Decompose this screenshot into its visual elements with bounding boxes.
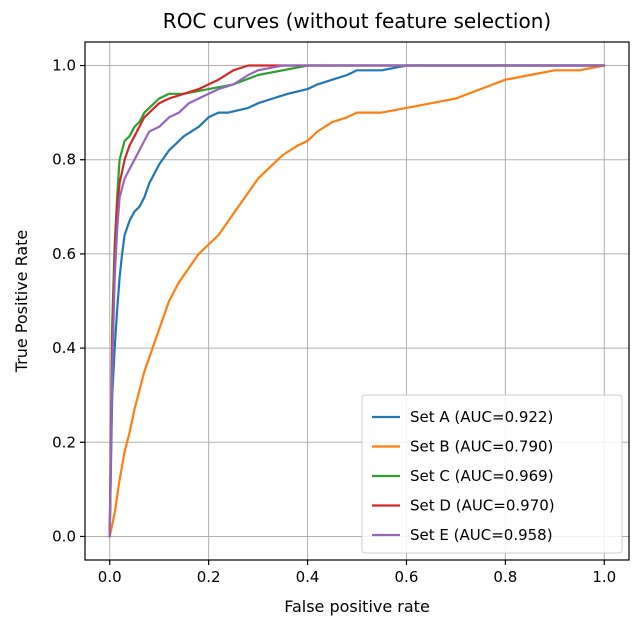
y-tick-label: 0.4 (52, 339, 76, 357)
x-tick-label: 0.2 (197, 568, 221, 586)
legend: Set A (AUC=0.922) Set B (AUC=0.790) Set C … (361, 394, 623, 554)
x-tick-label: 0.6 (395, 568, 419, 586)
roc-curve-a (108, 64, 606, 538)
x-tick-label: 0.4 (296, 568, 320, 586)
y-axis-label: True Positive Rate (12, 230, 31, 374)
y-tick-label: 0.6 (52, 245, 76, 263)
x-axis-label: False positive rate (284, 597, 430, 616)
roc-curve-b (108, 64, 606, 538)
legend-box (361, 394, 623, 554)
legend-label: Set C (AUC=0.969) (410, 467, 554, 485)
legend-label: Set A (AUC=0.922) (410, 408, 553, 426)
curves (108, 64, 606, 538)
legend-label: Set B (AUC=0.790) (410, 438, 553, 456)
x-tick-label: 0.0 (98, 568, 122, 586)
grid (85, 42, 629, 560)
y-tick-label: 1.0 (52, 57, 76, 75)
ticks: 0.0 0.2 0.4 0.6 0.8 1.0 0.0 0.2 0.4 0.6 0.8 1.0 (52, 57, 616, 586)
x-tick-label: 1.0 (592, 568, 616, 586)
x-tick-label: 0.8 (493, 568, 517, 586)
y-tick-label: 0.8 (52, 151, 76, 169)
y-tick-label: 0.0 (52, 527, 76, 545)
legend-label: Set E (AUC=0.958) (410, 526, 553, 544)
legend-label: Set D (AUC=0.970) (410, 497, 555, 515)
roc-curve-e (108, 64, 606, 538)
chart-title: ROC curves (without feature selection) (163, 9, 551, 33)
y-tick-label: 0.2 (52, 433, 76, 451)
plot-frame (84, 41, 630, 561)
